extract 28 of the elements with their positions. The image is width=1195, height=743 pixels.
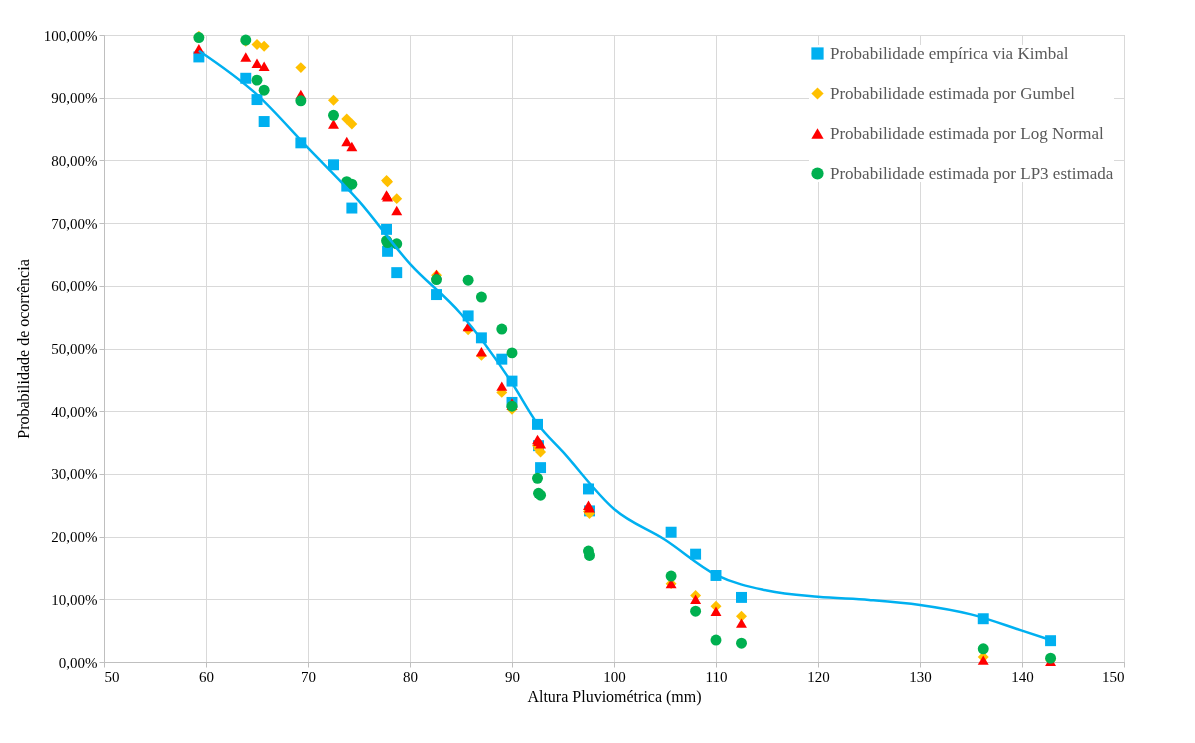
- y-tick-label: 90,00%: [51, 90, 98, 107]
- x-tick-label: 60: [199, 668, 214, 685]
- legend-label: Probabilidade estimada por LP3 estimada: [830, 163, 1114, 183]
- x-axis-title: Altura Pluviométrica (mm): [527, 687, 702, 706]
- x-tick-label: 130: [909, 668, 932, 685]
- x-tick-label: 70: [301, 668, 316, 685]
- legend-label: Probabilidade estimada por Gumbel: [830, 83, 1076, 103]
- x-tick-label: 150: [1102, 668, 1125, 685]
- y-axis-title: Probabilidade de ocorrência: [14, 259, 32, 439]
- x-tick-label: 80: [403, 668, 418, 685]
- x-tick-label: 90: [505, 668, 520, 685]
- y-tick-label: 50,00%: [51, 341, 98, 357]
- x-tick-label: 100: [603, 668, 626, 685]
- y-tick-label: 100,00%: [43, 27, 98, 44]
- x-tick-label: 110: [705, 668, 728, 685]
- legend-label: Probabilidade empírica via Kimbal: [830, 43, 1069, 63]
- legend-label: Probabilidade estimada por Log Normal: [830, 123, 1105, 143]
- y-tick-label: 20,00%: [51, 529, 98, 546]
- y-tick-label: 80,00%: [51, 152, 98, 169]
- y-tick-label: 70,00%: [51, 215, 98, 232]
- y-tick-label: 10,00%: [51, 591, 98, 608]
- x-tick-label: 120: [807, 668, 830, 685]
- y-tick-label: 30,00%: [51, 466, 98, 483]
- x-tick-label: 50: [104, 668, 120, 685]
- y-tick-label: 40,00%: [51, 403, 98, 420]
- x-tick-label: 140: [1011, 668, 1034, 685]
- y-tick-label: 0,00%: [58, 654, 98, 671]
- y-tick-label: 60,00%: [51, 278, 98, 295]
